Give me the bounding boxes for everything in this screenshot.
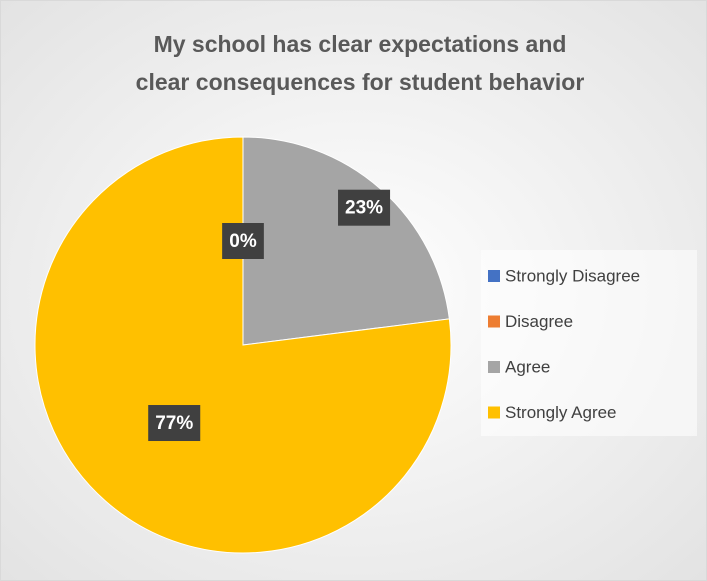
chart-title: My school has clear expectations and xyxy=(154,31,567,57)
legend-swatch xyxy=(488,270,500,282)
legend-swatch xyxy=(488,406,500,419)
pie-slice xyxy=(34,136,452,554)
data-label-box xyxy=(222,223,264,259)
legend-label: Strongly Agree xyxy=(505,403,617,422)
data-label-text: 77% xyxy=(155,413,193,434)
data-label: 23% xyxy=(338,189,391,226)
legend-panel xyxy=(481,250,697,436)
legend-swatch xyxy=(488,361,500,373)
pie-slice xyxy=(242,136,450,346)
data-label-text: 0% xyxy=(229,231,257,252)
chart-title: clear consequences for student behavior xyxy=(136,69,585,95)
data-label-box xyxy=(338,189,391,226)
legend-label: Agree xyxy=(505,357,550,376)
legend-label: Strongly Disagree xyxy=(505,266,640,285)
data-label: 0% xyxy=(222,223,264,259)
data-label: 77% xyxy=(148,405,201,442)
data-label-text: 23% xyxy=(345,198,383,219)
legend-swatch xyxy=(488,315,500,328)
data-label-box xyxy=(148,405,201,442)
legend-label: Disagree xyxy=(505,312,573,331)
